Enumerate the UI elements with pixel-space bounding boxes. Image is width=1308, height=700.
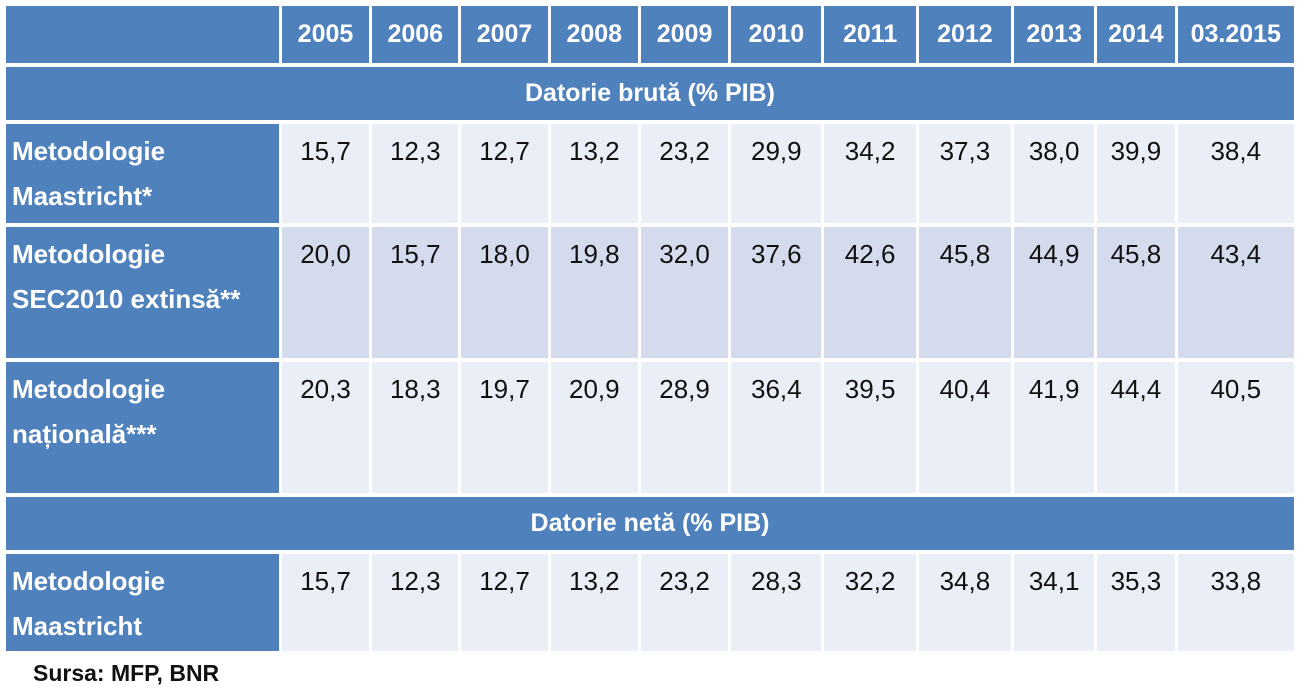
value-cell: 12,3 [372,554,459,651]
section-title-net-debt: Datorie netă (% PIB) [6,497,1294,550]
column-header-03-2015: 03.2015 [1177,6,1294,63]
value-cell: 39,5 [824,362,916,493]
column-header-2013: 2013 [1014,6,1095,63]
row-label-line: Metodologie [12,566,166,596]
value-cell: 12,3 [372,124,459,223]
column-header-2005: 2005 [281,6,370,63]
value-cell: 32,2 [824,554,916,651]
value-cell: 23,2 [640,124,729,223]
value-cell: 35,3 [1097,554,1175,651]
value-cell: 29,9 [731,124,822,223]
column-header-2006: 2006 [372,6,459,63]
value-cell: 12,7 [461,554,548,651]
section-title-gross-debt: Datorie brută (% PIB) [6,67,1294,120]
value-cell: 15,7 [281,554,370,651]
value-cell: 37,6 [731,227,822,358]
row-label-line: Metodologie [12,239,166,269]
value-cell: 45,8 [918,227,1012,358]
value-cell: 20,9 [550,362,638,493]
value-cell: 44,9 [1014,227,1095,358]
table-row-maastricht-net: Metodologie Maastricht 15,7 12,3 12,7 13,… [6,554,1294,651]
value-cell: 23,2 [640,554,729,651]
row-label-maastricht-gross: Metodologie Maastricht* [6,124,279,223]
value-cell: 38,0 [1014,124,1095,223]
value-cell: 34,8 [918,554,1012,651]
row-label-maastricht-net: Metodologie Maastricht [6,554,279,651]
column-header-2010: 2010 [731,6,822,63]
column-header-2007: 2007 [461,6,548,63]
row-label-national-gross: Metodologie națională*** [6,362,279,493]
value-cell: 42,6 [824,227,916,358]
column-header-2008: 2008 [550,6,638,63]
value-cell: 34,1 [1014,554,1095,651]
value-cell: 15,7 [281,124,370,223]
value-cell: 41,9 [1014,362,1095,493]
value-cell: 28,3 [731,554,822,651]
debt-table: 2005 2006 2007 2008 2009 2010 2011 2012 … [3,2,1297,655]
value-cell: 18,3 [372,362,459,493]
value-cell: 12,7 [461,124,548,223]
source-note: Sursa: MFP, BNR [33,660,220,686]
value-cell: 28,9 [640,362,729,493]
header-corner-cell [6,6,279,63]
value-cell: 39,9 [1097,124,1175,223]
row-label-line: Metodologie [12,136,166,166]
column-header-2012: 2012 [918,6,1012,63]
row-label-line: Metodologie [12,374,166,404]
value-cell: 20,3 [281,362,370,493]
year-header-row: 2005 2006 2007 2008 2009 2010 2011 2012 … [6,6,1294,63]
value-cell: 13,2 [550,554,638,651]
value-cell: 44,4 [1097,362,1175,493]
row-label-line: SEC2010 extinsă** [12,284,241,314]
value-cell: 40,4 [918,362,1012,493]
value-cell: 33,8 [1177,554,1294,651]
row-label-sec2010-gross: Metodologie SEC2010 extinsă** [6,227,279,358]
column-header-2011: 2011 [824,6,916,63]
value-cell: 37,3 [918,124,1012,223]
table-row-maastricht-gross: Metodologie Maastricht* 15,7 12,3 12,7 13… [6,124,1294,223]
value-cell: 45,8 [1097,227,1175,358]
table-row-national-gross: Metodologie națională*** 20,3 18,3 19,7 2… [6,362,1294,493]
value-cell: 20,0 [281,227,370,358]
value-cell: 34,2 [824,124,916,223]
value-cell: 19,7 [461,362,548,493]
section-row-net-debt: Datorie netă (% PIB) [6,497,1294,550]
value-cell: 18,0 [461,227,548,358]
value-cell: 13,2 [550,124,638,223]
column-header-2014: 2014 [1097,6,1175,63]
section-row-gross-debt: Datorie brută (% PIB) [6,67,1294,120]
value-cell: 38,4 [1177,124,1294,223]
value-cell: 15,7 [372,227,459,358]
value-cell: 32,0 [640,227,729,358]
row-label-line: Maastricht [12,611,143,641]
value-cell: 19,8 [550,227,638,358]
column-header-2009: 2009 [640,6,729,63]
row-label-line: națională*** [12,419,157,449]
value-cell: 43,4 [1177,227,1294,358]
row-label-line: Maastricht* [12,181,153,211]
table-row-sec2010-gross: Metodologie SEC2010 extinsă** 20,0 15,7 1… [6,227,1294,358]
value-cell: 36,4 [731,362,822,493]
value-cell: 40,5 [1177,362,1294,493]
